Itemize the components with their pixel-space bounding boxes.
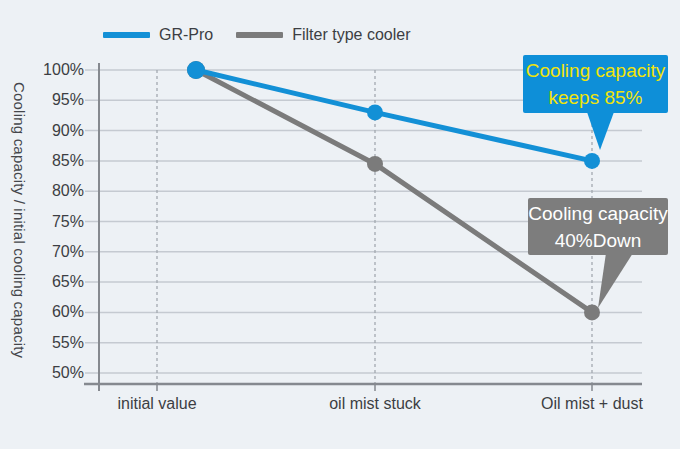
callout-gr-pro-keeps-85: Cooling capacity keeps 85%	[523, 55, 668, 113]
callout-filter-line-2: 40%Down	[555, 227, 642, 254]
y-tick-label: 85%	[22, 151, 84, 171]
y-tick-label: 65%	[22, 272, 84, 292]
y-tick-label: 90%	[22, 121, 84, 141]
y-tick-label: 95%	[22, 90, 84, 110]
legend-swatch-gr-pro-icon	[103, 32, 150, 38]
legend-label-filter-cooler: Filter type cooler	[292, 26, 410, 44]
x-axis-label: Oil mist + dust	[502, 395, 680, 413]
legend: GR-Pro Filter type cooler	[103, 26, 411, 44]
callout-gr-pro-line-1: Cooling capacity	[526, 57, 665, 84]
x-axis-label: initial value	[67, 395, 247, 413]
y-tick-label: 75%	[22, 212, 84, 232]
y-tick-label: 60%	[22, 302, 84, 322]
data-point	[584, 304, 600, 320]
data-point	[367, 104, 383, 120]
data-point	[367, 156, 383, 172]
callout-tail	[598, 253, 633, 308]
data-point	[584, 153, 600, 169]
legend-item-gr-pro: GR-Pro	[103, 26, 213, 44]
legend-swatch-filter-cooler-icon	[236, 32, 283, 38]
y-tick-label: 100%	[22, 60, 84, 80]
x-axis-label: oil mist stuck	[285, 395, 465, 413]
y-tick-label: 70%	[22, 242, 84, 262]
y-tick-label: 55%	[22, 333, 84, 353]
cooling-capacity-chart-panel: Cooling capacity / initial cooling capac…	[0, 0, 680, 449]
callout-gr-pro-line-2: keeps 85%	[548, 84, 642, 111]
legend-label-gr-pro: GR-Pro	[159, 26, 213, 44]
callout-filter-line-1: Cooling capacity	[528, 200, 667, 227]
callout-filter-40-down: Cooling capacity 40%Down	[528, 198, 668, 255]
y-tick-label: 80%	[22, 181, 84, 201]
data-point	[187, 61, 205, 79]
y-tick-label: 50%	[22, 363, 84, 383]
legend-item-filter-cooler: Filter type cooler	[236, 26, 410, 44]
